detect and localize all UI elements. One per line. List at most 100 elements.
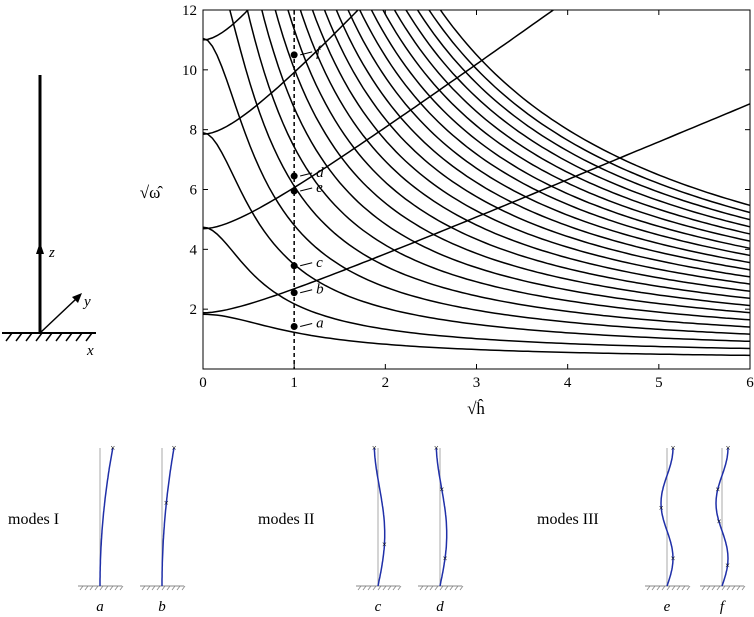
mode-label-b: b [158, 599, 166, 615]
axes-inset: z y x [2, 75, 96, 359]
mode-hatch [454, 585, 459, 591]
point-a [290, 323, 298, 331]
mode-hatch [716, 585, 721, 591]
mode-hatch [99, 585, 104, 591]
mode-hatch [741, 585, 746, 591]
mode-hatch [362, 585, 367, 591]
mode-shape-curve [373, 447, 386, 587]
mode-group-label: modes II [258, 511, 314, 528]
point-label-d: d [316, 165, 324, 181]
mode-hatch [382, 585, 387, 591]
hatch-mark [25, 332, 33, 342]
x-axis-label: x [86, 343, 94, 359]
x-tick-label: 3 [473, 375, 481, 391]
mode-hatch [89, 585, 94, 591]
mode-mark: × [659, 503, 664, 513]
dispersion-curve [416, 10, 750, 221]
dispersion-curve [274, 10, 750, 307]
mode-hatch [114, 585, 119, 591]
y-tick-label: 2 [190, 302, 198, 318]
mode-mark: × [110, 443, 115, 453]
mode-mark: × [382, 540, 387, 550]
point-d [290, 172, 298, 180]
x-tick-label: 6 [746, 375, 754, 391]
dispersion-curve [299, 10, 750, 292]
mode-hatch [419, 585, 424, 591]
mode-hatch [676, 585, 681, 591]
mode-shape-curve [161, 447, 175, 586]
mode-label-e: e [664, 599, 671, 615]
mode-hatch [392, 585, 397, 591]
mode-hatch [181, 585, 186, 591]
mode-mark: × [725, 443, 730, 453]
mode-shape-curve [715, 447, 729, 587]
dispersion-curve [246, 10, 750, 321]
point-c [290, 262, 298, 270]
y-axis-title: √ω̂ [140, 183, 164, 202]
mode-mark: × [171, 443, 176, 453]
dispersion-curve [203, 313, 750, 357]
leader-line [300, 262, 313, 267]
rising-curve [203, 10, 360, 135]
dispersion-curve [428, 10, 750, 214]
y-arrow-icon [72, 293, 82, 303]
dispersion-curve [287, 10, 750, 300]
mode-hatch [171, 585, 176, 591]
z-arrow-icon [36, 242, 44, 254]
mode-mark: × [164, 498, 169, 508]
y-tick-label: 8 [190, 123, 198, 139]
mode-hatch [357, 585, 362, 591]
mode-hatch [686, 585, 691, 591]
mode-mark: × [372, 443, 377, 453]
mode-hatch [671, 585, 676, 591]
mode-hatch [94, 585, 99, 591]
mode-label-d: d [436, 599, 444, 615]
x-tick-label: 2 [382, 375, 390, 391]
point-label-c: c [316, 255, 323, 271]
mode-group-label: modes I [8, 511, 59, 528]
x-tick-label: 5 [655, 375, 663, 391]
mode-hatch [367, 585, 372, 591]
mode-hatch [104, 585, 109, 591]
mode-hatch [146, 585, 151, 591]
curve-layer [203, 10, 750, 357]
rising-curve [203, 10, 555, 230]
y-tick-label: 4 [190, 242, 198, 258]
mode-group-label: modes III [537, 511, 599, 528]
leader-line [300, 323, 313, 328]
mode-hatch [141, 585, 146, 591]
mode-hatch [151, 585, 156, 591]
mode-shape-curve [435, 447, 448, 587]
mode-mark: × [716, 517, 721, 527]
mode-label-f: f [720, 599, 726, 615]
mode-hatch [681, 585, 686, 591]
y-axis-label: y [82, 294, 91, 310]
mode-hatch [429, 585, 434, 591]
mode-hatch [109, 585, 114, 591]
z-axis-label: z [48, 245, 55, 261]
rising-curve [203, 10, 249, 41]
leader-line [300, 51, 313, 56]
mode-hatch [459, 585, 464, 591]
point-b [290, 289, 298, 297]
mode-shape-curve [99, 447, 114, 586]
mode-hatch [701, 585, 706, 591]
dispersion-curve [347, 10, 750, 264]
leader-line [300, 187, 313, 192]
point-label-e: e [316, 180, 323, 196]
point-label-a: a [316, 316, 324, 332]
mode-hatch [424, 585, 429, 591]
mode-label-a: a [96, 599, 104, 615]
leader-line [300, 172, 313, 177]
mode-hatch [434, 585, 439, 591]
mode-hatch [646, 585, 651, 591]
dispersion-curve [439, 10, 750, 207]
mode-mark: × [715, 484, 720, 494]
point-e [290, 187, 298, 195]
x-tick-label: 4 [564, 375, 572, 391]
hatch-mark [85, 332, 93, 342]
x-tick-label: 0 [199, 375, 207, 391]
mode-shapes: modes I × a × × b modes II × × c × × × d modes III × × × e… [8, 443, 746, 615]
y-tick-label: 10 [182, 63, 197, 79]
